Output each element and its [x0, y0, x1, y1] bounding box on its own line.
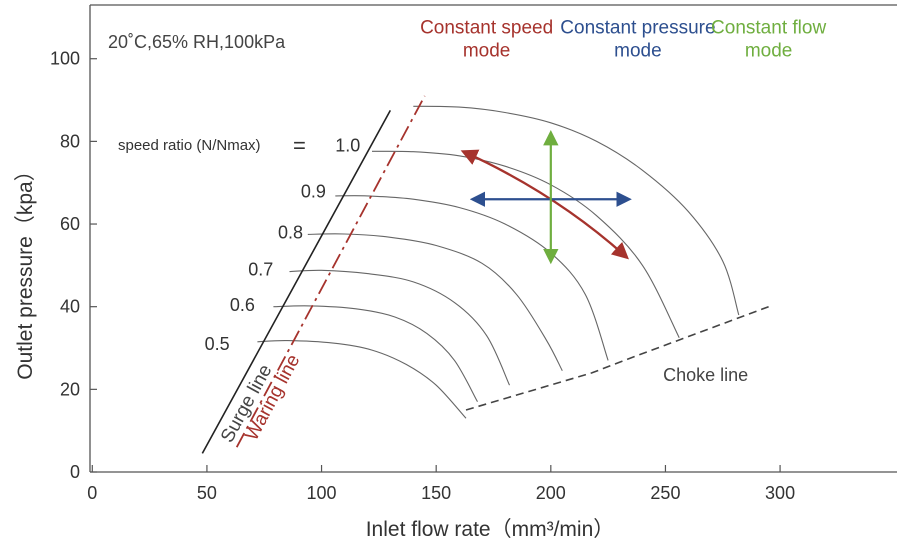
surge-line	[201, 110, 392, 454]
waring-line	[235, 95, 426, 448]
x-tick-label: 100	[307, 483, 337, 503]
y-tick-label: 20	[60, 379, 80, 399]
y-tick-label: 60	[60, 214, 80, 234]
speed-curve-0-5	[273, 305, 478, 402]
x-tick-label: 50	[197, 483, 217, 503]
x-tick-label: 200	[536, 483, 566, 503]
speed-curve-0-9	[371, 150, 680, 338]
mode-arrows	[460, 130, 632, 265]
equals-sign: =	[293, 133, 306, 158]
mode-label-1: Constant speed	[420, 17, 553, 38]
boundary-lines	[201, 95, 769, 454]
y-tick-label: 0	[70, 462, 80, 482]
x-tick-label: 300	[765, 483, 795, 503]
y-axis-title: Outlet pressure（kpa）	[14, 160, 37, 379]
axis-ticks: 0 50 100 150 200 250 300 0 20 40 60 80 100	[50, 49, 795, 503]
y-tick-label: 100	[50, 49, 80, 69]
plot-frame	[89, 4, 897, 473]
speed-ratio-label: speed ratio (N/Nmax)	[118, 137, 261, 154]
condition-text: 20˚C,65% RH,100kPa	[108, 32, 286, 52]
speed-ratio-value: 0.8	[278, 223, 303, 243]
choke-line	[465, 305, 769, 411]
y-tick-label: 80	[60, 131, 80, 151]
speed-ratio-value: 0.7	[248, 260, 273, 280]
mode-label-3: mode	[745, 40, 793, 61]
x-tick-label: 0	[87, 483, 97, 503]
speed-curve-0-6	[289, 269, 511, 386]
speed-ratio-value: 0.5	[205, 334, 230, 354]
speed-ratio-value: 0.9	[301, 182, 326, 202]
mode-label-1: mode	[463, 40, 511, 61]
speed-ratio-value: 1.0	[335, 135, 360, 155]
x-tick-label: 150	[421, 483, 451, 503]
mode-label-2: mode	[614, 40, 662, 61]
speed-curve-0-8	[335, 195, 609, 361]
y-tick-label: 40	[60, 297, 80, 317]
mode-label-3: Constant flow	[711, 17, 826, 38]
speed-curve-0-4	[257, 340, 467, 419]
constant-speed-arrow	[460, 149, 629, 260]
x-axis-title: Inlet flow rate（mm³/min）	[366, 518, 615, 541]
speed-ratio-value: 0.6	[230, 295, 255, 315]
x-tick-label: 250	[650, 483, 680, 503]
choke-line-label: Choke line	[663, 365, 748, 385]
speed-curve-0-7	[307, 233, 563, 371]
mode-label-2: Constant pressure	[560, 17, 715, 38]
speed-curve-1-0	[413, 105, 740, 316]
